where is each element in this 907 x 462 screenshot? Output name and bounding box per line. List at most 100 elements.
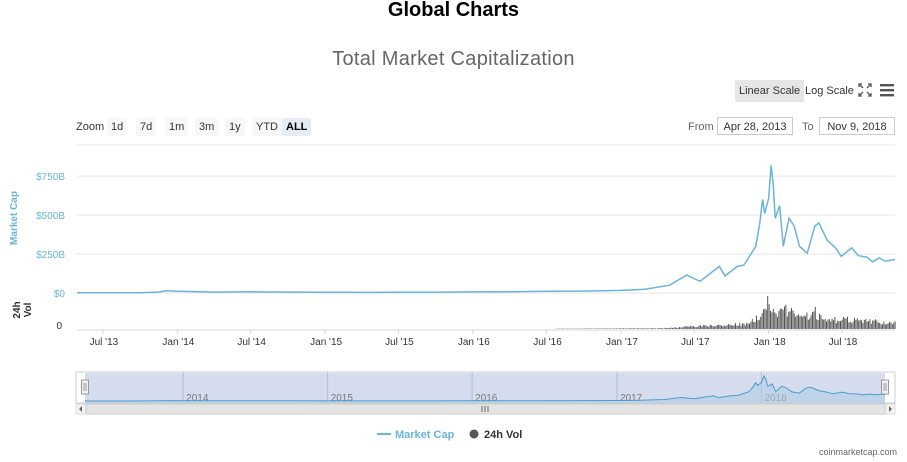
volume-bar	[698, 325, 700, 329]
volume-bar	[793, 313, 795, 329]
volume-bar	[595, 328, 596, 329]
x-tick-label: Jul '17	[681, 337, 710, 348]
scroll-left-arrow-icon[interactable]	[79, 406, 82, 412]
volume-bar	[732, 325, 734, 329]
y-tick-label: $0	[54, 289, 66, 300]
to-date-input[interactable]: Nov 9, 2018	[819, 117, 895, 135]
from-date-input[interactable]: Apr 28, 2013	[717, 117, 793, 135]
volume-bar	[688, 326, 690, 329]
legend-item-market-cap[interactable]: Market Cap	[377, 429, 455, 441]
navigator-right-handle[interactable]	[881, 379, 889, 395]
volume-bar	[845, 318, 847, 329]
volume-bar	[740, 325, 742, 329]
volume-bar	[849, 321, 851, 329]
handle-body[interactable]	[81, 379, 89, 395]
volume-bar	[824, 319, 826, 329]
volume-bar	[868, 321, 869, 329]
volume-bar	[772, 308, 774, 329]
volume-bar	[700, 325, 701, 329]
navigator-tick-label: 2015	[331, 393, 354, 404]
volume-bar	[726, 325, 728, 329]
volume-bar	[800, 315, 802, 329]
handle-body[interactable]	[881, 379, 889, 395]
volume-bar	[660, 328, 662, 329]
volume-bar	[887, 323, 889, 329]
volume-bar	[884, 324, 886, 329]
log-scale-button[interactable]: Log Scale	[805, 85, 854, 97]
zoom-1m-button[interactable]: 1m	[165, 118, 189, 136]
volume-bar	[677, 327, 679, 329]
zoom-3m-button[interactable]: 3m	[195, 118, 219, 136]
volume-bar	[847, 316, 848, 329]
volume-bar	[833, 320, 834, 329]
volume-bar	[746, 322, 748, 329]
navigator-left-handle[interactable]	[81, 379, 89, 395]
zoom-1d-button[interactable]: 1d	[107, 118, 128, 136]
volume-bar	[842, 316, 844, 329]
volume-bar	[628, 328, 630, 329]
volume-bar	[707, 326, 708, 329]
volume-bar	[753, 321, 755, 329]
volume-bar	[603, 328, 605, 329]
volume-bar	[730, 325, 732, 329]
volume-bar	[669, 327, 671, 329]
volume-bar	[711, 325, 713, 329]
volume-bar	[620, 328, 622, 329]
volume-bar	[686, 326, 687, 329]
volume-bar	[676, 327, 678, 329]
volume-bar	[737, 325, 739, 329]
volume-bar	[883, 321, 885, 329]
volume-bar	[644, 328, 645, 329]
volume-bar	[625, 328, 627, 329]
volume-bar	[856, 318, 858, 329]
volume-bar	[662, 328, 664, 329]
volume-bar	[648, 328, 650, 329]
volume-bar	[863, 319, 865, 329]
volume-bar	[779, 308, 781, 329]
volume-bar	[705, 325, 707, 329]
volume-bar	[751, 319, 753, 329]
volume-bar	[855, 319, 857, 329]
volume-bar	[809, 318, 811, 329]
linear-scale-button[interactable]: Linear Scale	[735, 80, 805, 102]
navigator-area	[85, 376, 885, 403]
zoom-7d-button[interactable]: 7d	[136, 118, 157, 136]
volume-bar	[663, 328, 665, 329]
volume-bar	[665, 327, 666, 329]
x-tick-label: Jul '16	[533, 337, 562, 348]
volume-bar	[886, 324, 888, 329]
volume-bar	[786, 316, 788, 329]
volume-bar	[880, 324, 882, 329]
volume-bar	[695, 327, 697, 329]
legend-item-24h-vol[interactable]: 24h Vol	[469, 429, 523, 441]
volume-bar	[728, 324, 729, 329]
credit-link[interactable]: coinmarketcap.com	[818, 447, 897, 457]
scroll-right-arrow-icon[interactable]	[889, 406, 892, 412]
zoom-all-button[interactable]: ALL	[282, 118, 312, 136]
volume-bar	[816, 319, 818, 329]
x-tick-label: Jan '15	[310, 337, 342, 348]
volume-bar	[866, 321, 868, 329]
volume-bar	[681, 327, 683, 329]
navigator-tick-label: 2014	[186, 393, 209, 404]
volume-bar	[683, 326, 685, 329]
volume-bar	[658, 328, 659, 329]
volume-bar	[775, 313, 777, 329]
volume-bar	[859, 319, 861, 329]
volume-bar	[760, 316, 762, 329]
volume-bar	[877, 322, 879, 329]
navigator-tick-label: 2017	[620, 393, 643, 404]
page-title: Global Charts	[387, 0, 520, 21]
volume-bar	[638, 328, 640, 329]
volume-bar	[784, 306, 785, 329]
zoom-1y-button[interactable]: 1y	[225, 118, 245, 136]
volume-bar	[821, 319, 823, 329]
volume-bar	[823, 319, 825, 329]
volume-bar	[735, 323, 736, 329]
menu-icon[interactable]	[879, 82, 895, 98]
zoom-ytd-button[interactable]: YTD	[252, 118, 282, 136]
y-axis-label: Market Cap	[9, 191, 20, 245]
fullscreen-icon[interactable]	[857, 82, 873, 98]
volume-bar	[840, 321, 841, 329]
volume-bar	[613, 328, 615, 329]
